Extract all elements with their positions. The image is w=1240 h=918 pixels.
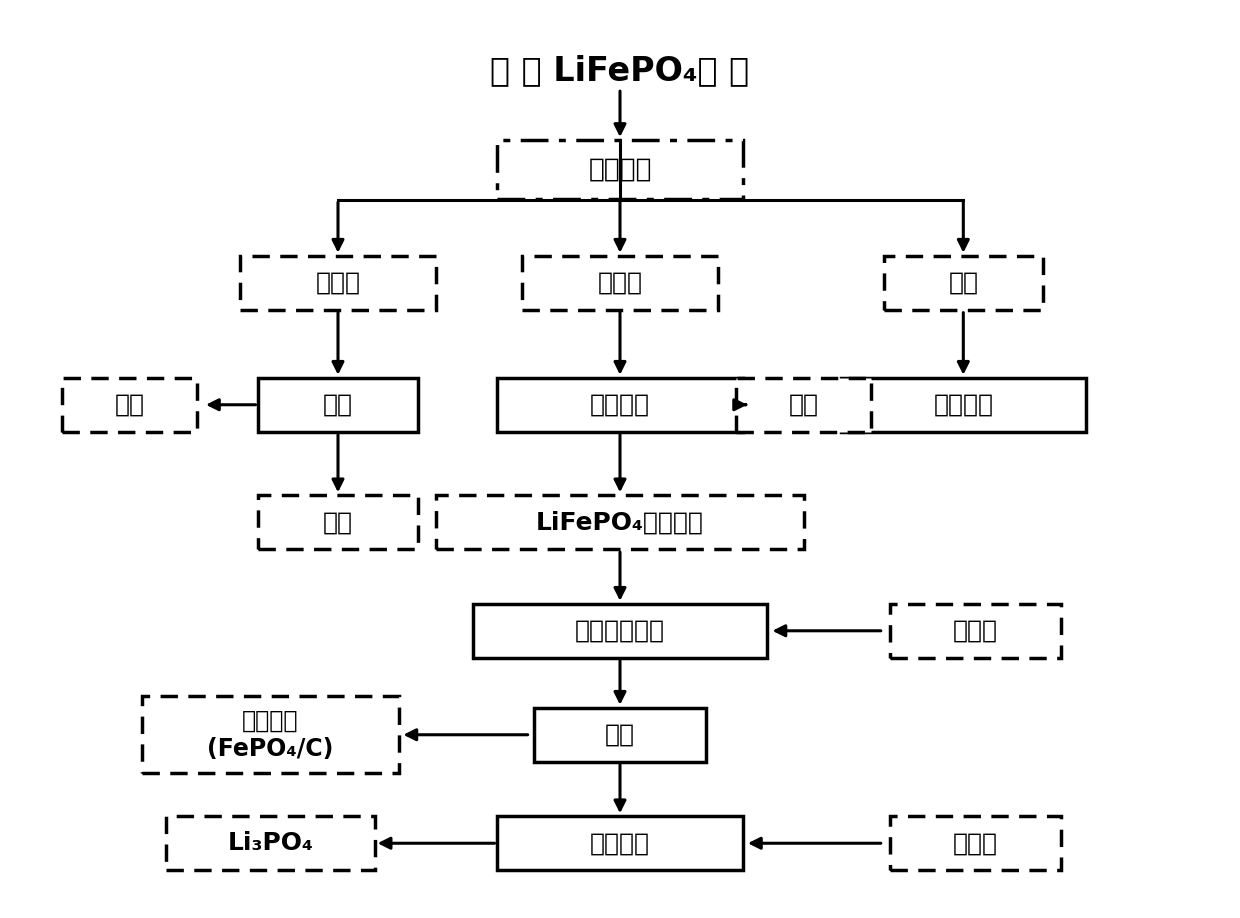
- Text: 铝箔: 铝箔: [789, 393, 818, 417]
- Text: 沉淀剂: 沉淀剂: [954, 831, 998, 856]
- Text: 焙烧剥离: 焙烧剥离: [590, 393, 650, 417]
- Text: 浸出: 浸出: [605, 722, 635, 746]
- FancyBboxPatch shape: [884, 255, 1043, 309]
- FancyBboxPatch shape: [258, 495, 418, 549]
- FancyBboxPatch shape: [841, 377, 1086, 431]
- FancyBboxPatch shape: [534, 708, 706, 762]
- FancyBboxPatch shape: [522, 255, 718, 309]
- Text: 化学沉淀: 化学沉淀: [590, 831, 650, 856]
- FancyBboxPatch shape: [141, 697, 399, 773]
- Text: 负极片: 负极片: [315, 271, 361, 295]
- FancyBboxPatch shape: [258, 377, 418, 431]
- Text: 浸出残渣
(FePO₄/C): 浸出残渣 (FePO₄/C): [207, 709, 334, 761]
- FancyBboxPatch shape: [239, 255, 436, 309]
- Text: LiFePO₄正极材料: LiFePO₄正极材料: [536, 510, 704, 534]
- Text: 其他: 其他: [949, 271, 978, 295]
- Text: 共磨剂: 共磨剂: [954, 619, 998, 643]
- FancyBboxPatch shape: [166, 816, 374, 870]
- FancyBboxPatch shape: [890, 604, 1061, 658]
- FancyBboxPatch shape: [472, 604, 768, 658]
- Text: 废 旧 LiFePO₄电 池: 废 旧 LiFePO₄电 池: [491, 54, 749, 86]
- FancyBboxPatch shape: [497, 816, 743, 870]
- Text: 人工拆解: 人工拆解: [588, 157, 652, 183]
- FancyBboxPatch shape: [497, 140, 743, 199]
- Text: 正极片: 正极片: [598, 271, 642, 295]
- FancyBboxPatch shape: [436, 495, 804, 549]
- Text: 机械化学反应: 机械化学反应: [575, 619, 665, 643]
- FancyBboxPatch shape: [497, 377, 743, 431]
- Text: 分类回收: 分类回收: [934, 393, 993, 417]
- Text: Li₃PO₄: Li₃PO₄: [228, 831, 314, 856]
- Text: 铜箔: 铜箔: [114, 393, 145, 417]
- FancyBboxPatch shape: [737, 377, 872, 431]
- FancyBboxPatch shape: [62, 377, 197, 431]
- Text: 剥离: 剥离: [322, 393, 353, 417]
- FancyBboxPatch shape: [890, 816, 1061, 870]
- Text: 石墨: 石墨: [322, 510, 353, 534]
